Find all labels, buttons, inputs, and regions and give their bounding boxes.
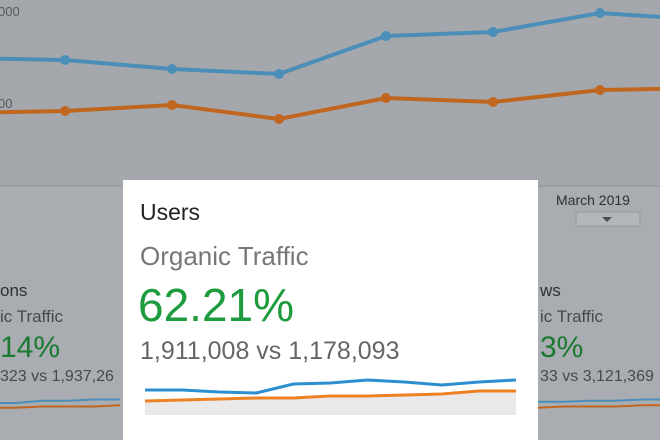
data-point (381, 31, 391, 41)
panel-title: ws (539, 281, 561, 300)
chart-area (0, 0, 660, 186)
panel-subtitle: ic Traffic (540, 307, 603, 326)
data-point (167, 64, 177, 74)
data-point (381, 93, 391, 103)
card-change: 62.21% (138, 279, 294, 331)
series-line (538, 398, 660, 403)
series-line (537, 404, 660, 409)
data-point (595, 85, 605, 95)
data-point (274, 114, 284, 124)
data-point (60, 106, 70, 116)
data-point (274, 69, 284, 79)
panel-comparison: 33 vs 3,121,369 (540, 368, 654, 385)
series-line (0, 404, 121, 409)
series-line (0, 398, 120, 404)
card-subtitle: Organic Traffic (140, 241, 309, 271)
panel-change: 14% (0, 331, 60, 364)
dropdown-arrow (602, 217, 612, 222)
data-point (488, 97, 498, 107)
card-comparison: 1,911,008 vs 1,178,093 (140, 337, 399, 365)
panel-subtitle: ic Traffic (0, 307, 63, 326)
y-label: 000 (0, 4, 20, 19)
data-point (595, 8, 605, 18)
series-line (0, 10, 660, 77)
data-point (60, 55, 70, 65)
y-label: 00 (0, 96, 12, 111)
series-line (0, 86, 660, 122)
x-label: March 2019 (556, 192, 630, 208)
card-title: Users (140, 199, 200, 225)
series-line (145, 378, 517, 395)
panel-title: ons (0, 281, 27, 300)
series-line (144, 389, 516, 403)
panel-comparison: 323 vs 1,937,26 (0, 368, 114, 385)
panel-change: 3% (540, 331, 583, 364)
data-point (167, 100, 177, 110)
area-fill (145, 391, 516, 415)
data-point (488, 27, 498, 37)
